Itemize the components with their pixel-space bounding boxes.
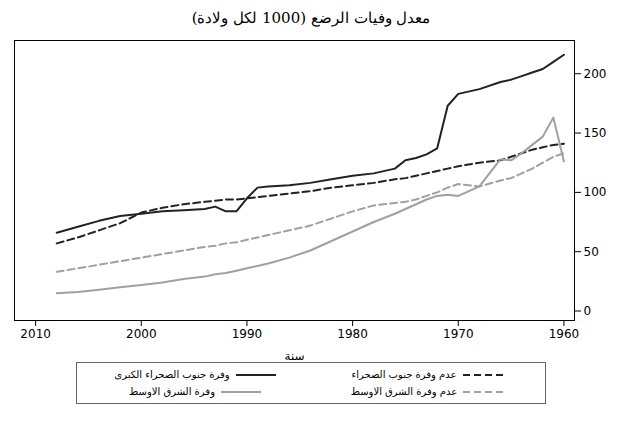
svg-text:1990: 1990 — [232, 327, 263, 341]
html-text:وفرة جنوب الصحراء الكبرى: وفرة جنوب الصحراء الكبرى — [114, 369, 230, 380]
svg-text:0: 0 — [584, 304, 592, 318]
svg-text:1970: 1970 — [443, 327, 474, 341]
svg-text:2010: 2010 — [20, 327, 51, 341]
html-text:معدل وفيات الرضع (1000 لكل ولا: معدل وفيات الرضع (1000 لكل ولادة) — [191, 9, 431, 27]
svg-text:2000: 2000 — [126, 327, 157, 341]
svg-text:200: 200 — [584, 67, 607, 81]
svg-text:50: 50 — [584, 245, 599, 259]
html-text:وفرة الشرق الاوسط: وفرة الشرق الاوسط — [129, 386, 215, 397]
svg-text:1980: 1980 — [337, 327, 368, 341]
html-text:عدم وفرة الشرق الاوسط: عدم وفرة الشرق الاوسط — [350, 386, 458, 397]
svg-text:1960: 1960 — [549, 327, 580, 341]
html-text:عدم وفرة جنوب الصحراء: عدم وفرة جنوب الصحراء — [351, 369, 457, 380]
svg-text:150: 150 — [584, 126, 607, 140]
svg-text:100: 100 — [584, 185, 607, 199]
svg-text:سنة: سنة — [284, 349, 304, 363]
